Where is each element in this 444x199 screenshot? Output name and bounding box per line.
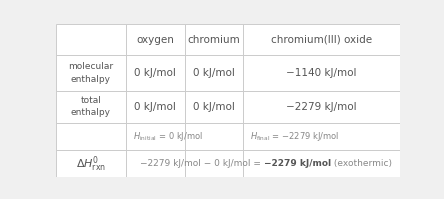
Bar — [126, 150, 185, 177]
Bar — [126, 55, 185, 91]
Bar — [126, 55, 185, 91]
Text: −2279 kJ/mol: −2279 kJ/mol — [264, 159, 331, 168]
Bar — [56, 55, 126, 91]
Bar — [126, 150, 185, 177]
Bar — [243, 24, 400, 55]
Bar — [185, 55, 243, 91]
Text: chromium(III) oxide: chromium(III) oxide — [271, 35, 372, 45]
Text: −2279 kJ/mol − 0 kJ/mol = −2279 kJ/mol (exothermic): −2279 kJ/mol − 0 kJ/mol = −2279 kJ/mol (… — [140, 159, 386, 168]
Text: oxygen: oxygen — [136, 35, 174, 45]
Bar — [243, 91, 400, 123]
Bar — [185, 91, 243, 123]
Bar — [56, 24, 126, 55]
Bar — [126, 91, 185, 123]
Bar — [243, 55, 400, 91]
Bar — [126, 24, 185, 55]
Text: total
enthalpy: total enthalpy — [71, 96, 111, 117]
Bar — [243, 55, 400, 91]
Bar — [243, 150, 400, 177]
Text: 0 kJ/mol: 0 kJ/mol — [135, 68, 176, 78]
Text: −2279 kJ/mol: −2279 kJ/mol — [286, 102, 357, 112]
Bar — [185, 91, 243, 123]
Bar — [185, 24, 243, 55]
Text: 0 kJ/mol: 0 kJ/mol — [193, 102, 235, 112]
Bar — [126, 24, 185, 55]
Bar — [243, 123, 400, 150]
Bar — [56, 123, 126, 150]
Bar — [185, 55, 243, 91]
Text: 0 kJ/mol: 0 kJ/mol — [135, 102, 176, 112]
Text: $H_{\rm initial}$ = 0 kJ/mol: $H_{\rm initial}$ = 0 kJ/mol — [133, 130, 203, 143]
Bar — [243, 24, 400, 55]
Text: chromium: chromium — [187, 35, 240, 45]
Bar — [185, 123, 243, 150]
Bar — [185, 24, 243, 55]
Text: $H_{\rm final}$ = −2279 kJ/mol: $H_{\rm final}$ = −2279 kJ/mol — [250, 130, 339, 143]
Bar — [56, 150, 126, 177]
Bar — [56, 24, 126, 55]
Text: (exothermic): (exothermic) — [331, 159, 392, 168]
Bar — [243, 123, 400, 150]
Bar — [56, 55, 126, 91]
Bar — [185, 123, 243, 150]
Bar — [56, 123, 126, 150]
Bar — [126, 123, 185, 150]
Text: molecular
enthalpy: molecular enthalpy — [68, 62, 113, 84]
Bar — [243, 150, 400, 177]
Bar — [56, 91, 126, 123]
Bar — [126, 123, 185, 150]
Text: −2279 kJ/mol − 0 kJ/mol =: −2279 kJ/mol − 0 kJ/mol = — [140, 159, 264, 168]
Text: $\Delta H^0_{\rm rxn}$: $\Delta H^0_{\rm rxn}$ — [75, 154, 106, 174]
Bar — [185, 150, 243, 177]
Bar — [56, 91, 126, 123]
Bar — [56, 150, 126, 177]
Bar — [126, 91, 185, 123]
Bar — [185, 150, 243, 177]
Bar — [243, 91, 400, 123]
Text: 0 kJ/mol: 0 kJ/mol — [193, 68, 235, 78]
Text: −1140 kJ/mol: −1140 kJ/mol — [286, 68, 357, 78]
